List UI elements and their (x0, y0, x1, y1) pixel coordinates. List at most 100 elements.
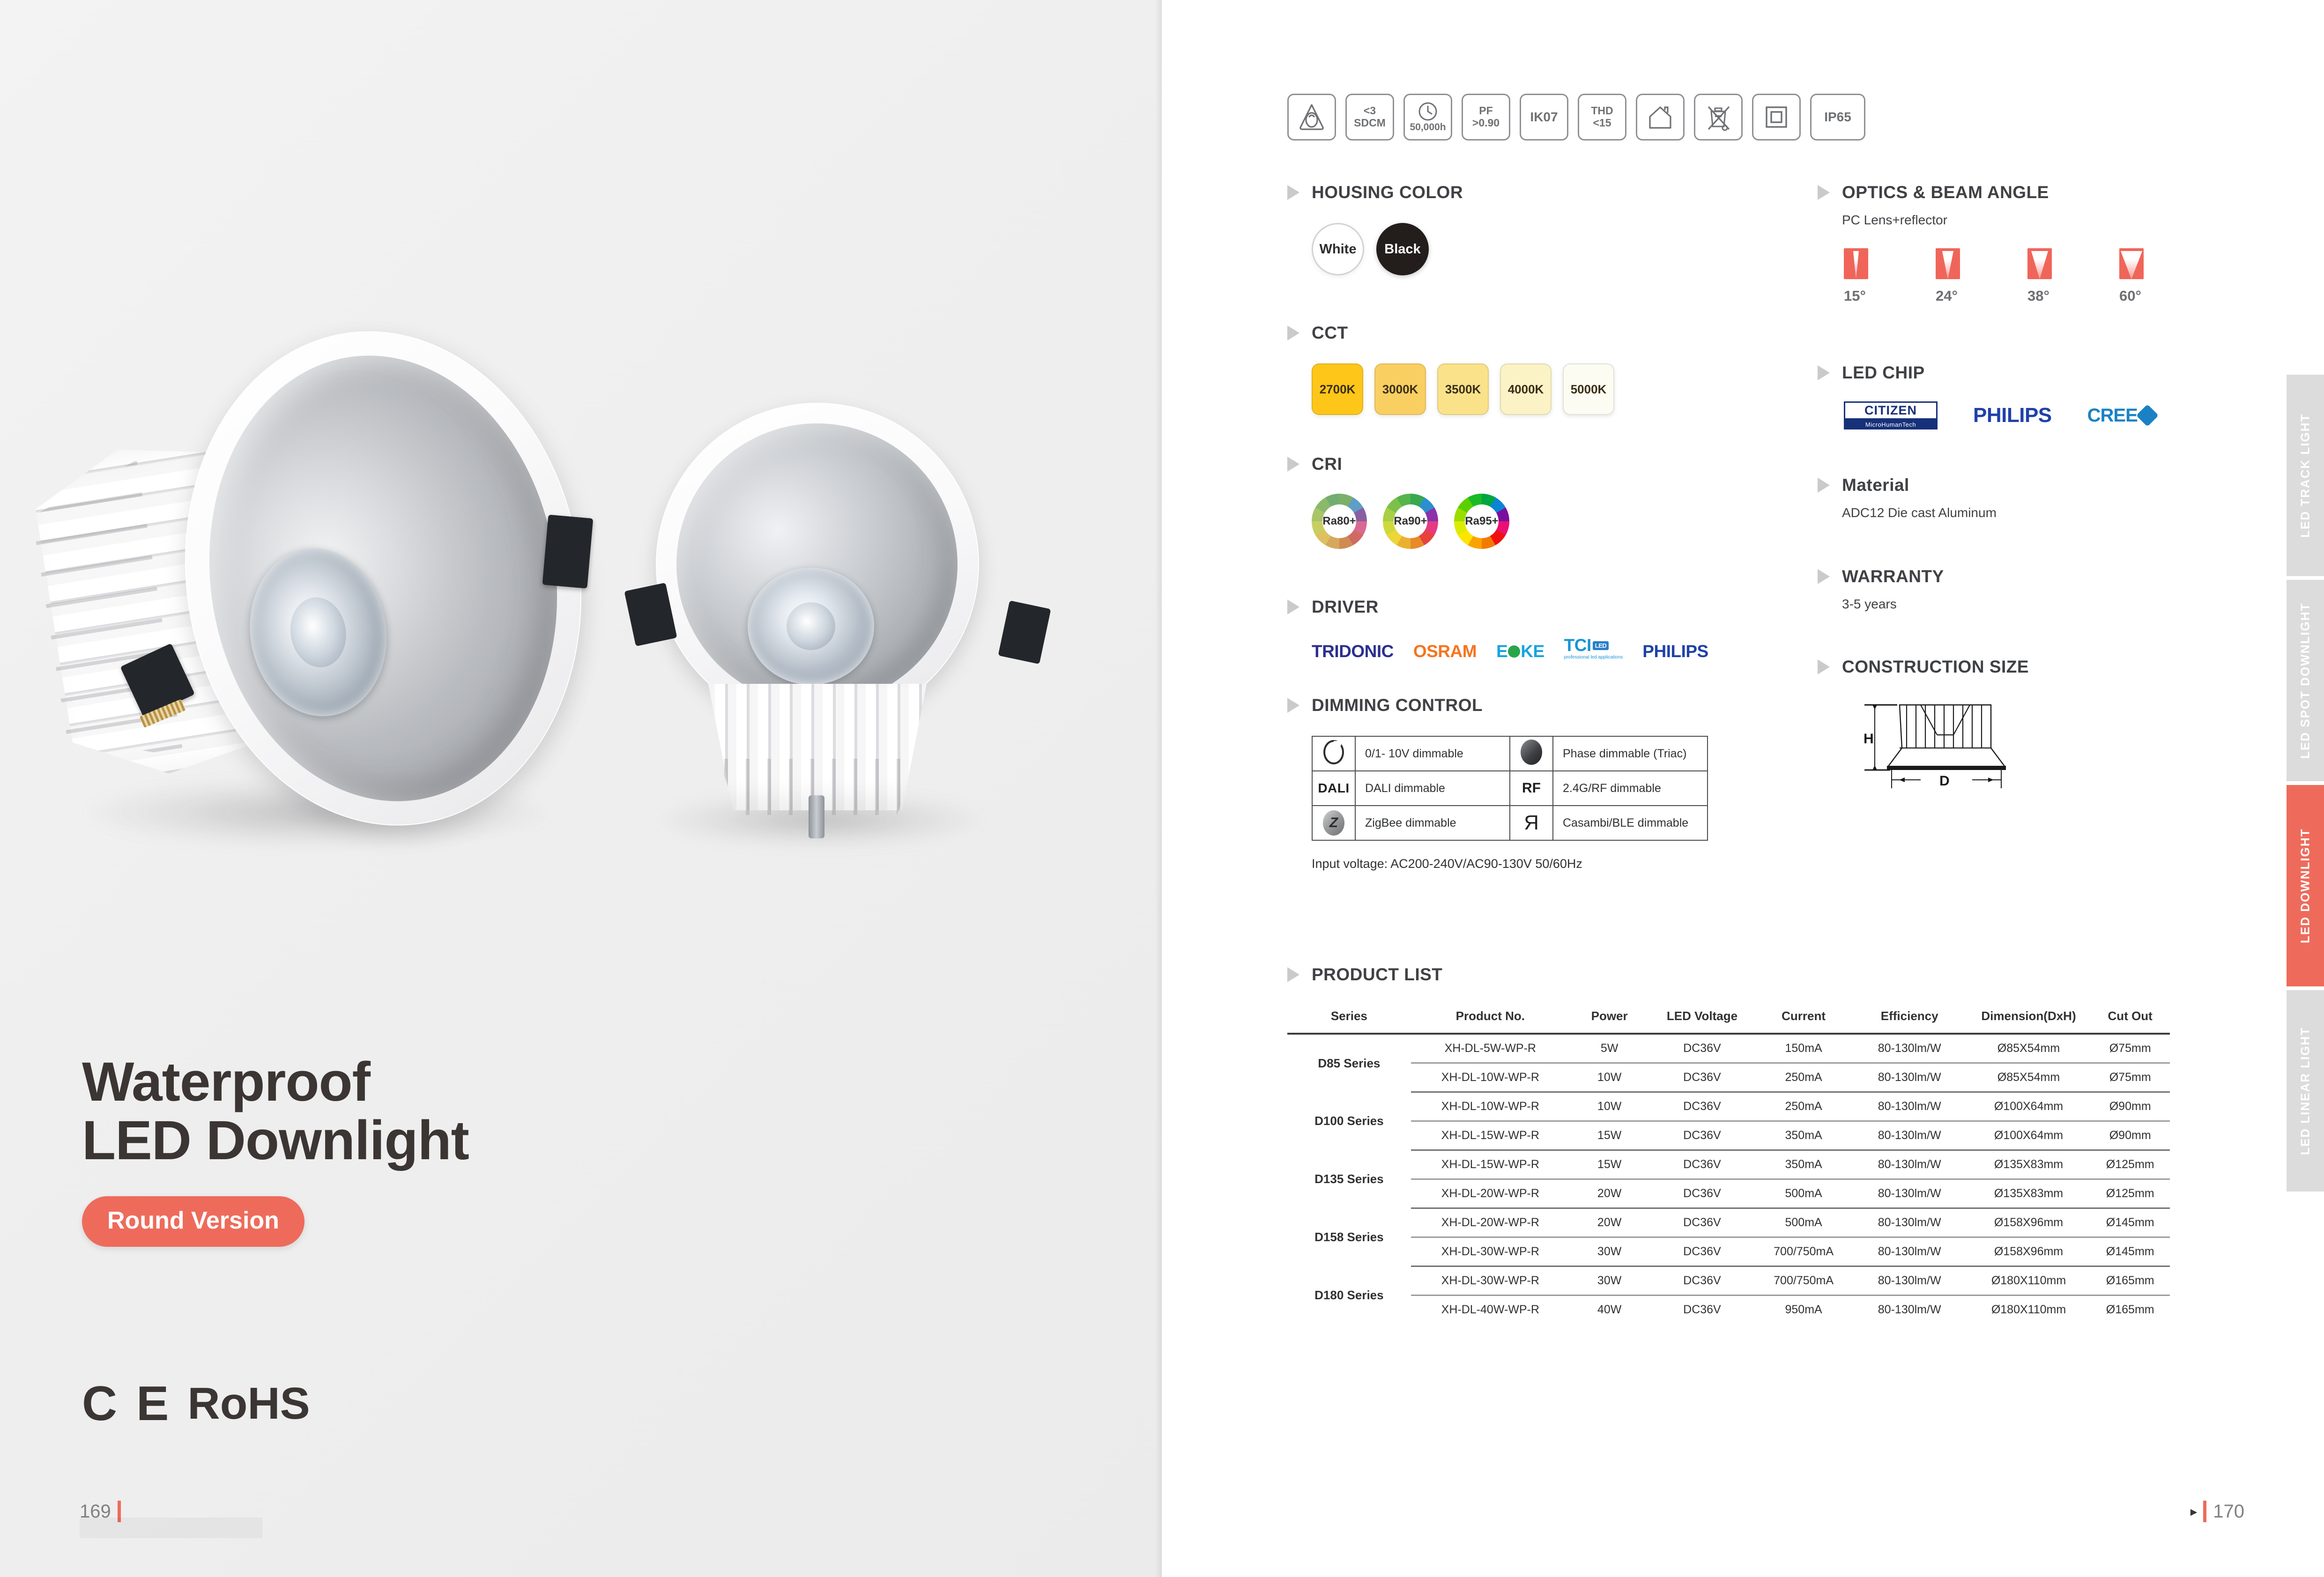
cri-wheel-ra80[interactable]: Ra80+ (1312, 494, 1367, 549)
power-factor-badge: PF >0.90 (1462, 94, 1510, 141)
housing-swatch-black[interactable]: Black (1376, 223, 1429, 275)
cct-swatch-5000k[interactable]: 5000K (1563, 363, 1614, 415)
beam-angle-options: 15° 24° 38° 60° (1844, 248, 2211, 304)
table-cell: Ø165mm (2090, 1266, 2170, 1296)
page-arrow-icon: ▸ (2190, 1504, 2197, 1518)
page-title-line1: Waterproof (82, 1051, 371, 1113)
table-cell: 80-130lm/W (1852, 1121, 1967, 1151)
cct-swatch-2700k[interactable]: 2700K (1312, 363, 1363, 415)
triangle-bullet-icon (1818, 478, 1830, 493)
table-cell: 500mA (1755, 1179, 1852, 1209)
page-heading-block: Waterproof LED Downlight Round Version (82, 1051, 832, 1247)
ingress-protection-badge: IP65 (1810, 94, 1865, 141)
brand-logo-philips: PHILIPS (1973, 404, 2052, 427)
page-number-right: ▸ 170 (2190, 1501, 2244, 1522)
cct-swatch-3500k[interactable]: 3500K (1437, 363, 1489, 415)
table-row: XH-DL-10W-WP-R 10W DC36V 250mA 80-130lm/W Ø85… (1287, 1063, 2170, 1093)
table-cell: Ø145mm (2090, 1237, 2170, 1267)
bluetooth-icon: Я (1509, 805, 1553, 841)
brand-logo-tci: TCI LED professional led applications (1564, 636, 1623, 660)
table-cell: Ø125mm (2090, 1150, 2170, 1180)
table-cell: Ø158X96mm (1967, 1208, 2091, 1238)
triangle-bullet-icon (1287, 185, 1299, 200)
table-cell: Ø158X96mm (1967, 1237, 2091, 1267)
beam-icon (2027, 248, 2052, 279)
series-label: D180 Series (1314, 1288, 1384, 1302)
table-cell: Ø75mm (2090, 1063, 2170, 1093)
cct-swatch-3000k[interactable]: 3000K (1374, 363, 1426, 415)
table-row: XH-DL-20W-WP-R 20W DC36V 500mA 80-130lm/W Ø13… (1287, 1179, 2170, 1209)
series-label: D158 Series (1314, 1229, 1384, 1244)
table-cell: DC36V (1649, 1150, 1755, 1180)
certification-badge-strip: <3 SDCM 50,000h PF >0.90 IK07 THD <15 IP… (1287, 94, 1865, 141)
footer-strip (80, 1518, 262, 1538)
downlight-large (10, 299, 616, 881)
table-cell: DC36V (1649, 1034, 1755, 1064)
section-header: HOUSING COLOR (1287, 183, 1463, 202)
thd-badge: THD <15 (1578, 94, 1626, 141)
dimming-label: Casambi/BLE dimmable (1552, 805, 1708, 841)
flame-retardant-icon (1287, 94, 1336, 141)
page-accent-bar (117, 1501, 121, 1522)
table-cell: 80-130lm/W (1852, 1179, 1967, 1209)
table-cell: XH-DL-20W-WP-R (1411, 1208, 1570, 1238)
table-cell: DC36V (1649, 1179, 1755, 1209)
table-cell: 950mA (1785, 1303, 1822, 1317)
tab-led-downlight[interactable]: LED DOWNLIGHT (2287, 785, 2324, 986)
cob-led-module (748, 568, 874, 685)
beam-angle-24[interactable]: 24° (1936, 248, 2027, 304)
housing-color-options: White Black (1312, 223, 1463, 275)
housing-swatch-white[interactable]: White (1312, 223, 1364, 275)
table-cell: 80-130lm/W (1852, 1237, 1967, 1267)
series-label: D100 Series (1314, 1113, 1384, 1128)
tab-led-track-light[interactable]: LED TRACK LIGHT (2287, 375, 2324, 576)
solid-oval-icon (1509, 736, 1553, 771)
table-cell: DC36V (1649, 1063, 1755, 1093)
version-badge[interactable]: Round Version (82, 1196, 304, 1247)
triangle-bullet-icon (1287, 967, 1299, 982)
tab-led-spot-downlight[interactable]: LED SPOT DOWNLIGHT (2287, 580, 2324, 781)
rf-icon: RF (1509, 770, 1553, 806)
beam-angle-15[interactable]: 15° (1844, 248, 1936, 304)
cct-swatch-4000k[interactable]: 4000K (1500, 363, 1552, 415)
table-cell: XH-DL-10W-WP-R (1411, 1092, 1570, 1122)
table-cell: 80-130lm/W (1852, 1266, 1967, 1296)
table-cell: Ø180X110mm (1991, 1303, 2066, 1317)
cct-options: 2700K 3000K 3500K 4000K 5000K (1312, 363, 1614, 415)
ring-icon (1312, 736, 1356, 771)
table-cell: DC36V (1649, 1121, 1755, 1151)
table-cell: 80-130lm/W (1852, 1034, 1967, 1064)
cri-options: Ra80+ Ra90+ Ra95+ (1312, 494, 1509, 549)
table-cell: 80-130lm/W (1852, 1208, 1967, 1238)
page-accent-bar (2203, 1501, 2207, 1522)
optics-subtitle: PC Lens+reflector (1842, 213, 1947, 227)
table-row: DALI DALI dimmable RF 2.4G/RF dimmable (1312, 770, 1708, 806)
table-cell: 250mA (1755, 1092, 1852, 1122)
brand-logo-osram: OSRAM (1413, 642, 1477, 661)
beam-angle-60[interactable]: 60° (2119, 248, 2211, 304)
triangle-bullet-icon (1818, 365, 1830, 380)
section-header: CRI (1287, 454, 1509, 474)
section-driver: DRIVER TRIDONIC OSRAM E KE TCI LED profess… (1287, 597, 1708, 660)
cri-wheel-ra95[interactable]: Ra95+ (1454, 494, 1509, 549)
tab-led-linear-light[interactable]: LED LINEAR LIGHT (2287, 990, 2324, 1192)
table-cell: 20W (1569, 1179, 1649, 1209)
col-efficiency: Efficiency (1852, 1002, 1967, 1035)
section-header: CCT (1287, 323, 1614, 343)
cree-diamond-icon (2136, 404, 2159, 427)
section-construction-size: CONSTRUCTION SIZE (1818, 657, 2047, 792)
table-cell: 10W (1569, 1092, 1649, 1122)
cri-wheel-ra90[interactable]: Ra90+ (1383, 494, 1438, 549)
table-header-row: Series Product No. Power LED Voltage Cur… (1287, 1002, 2170, 1035)
triangle-bullet-icon (1818, 185, 1830, 200)
table-cell: 5W (1569, 1034, 1649, 1064)
beam-angle-38[interactable]: 38° (2027, 248, 2119, 304)
table-cell: XH-DL-15W-WP-R (1411, 1121, 1570, 1151)
section-header: WARRANTY (1818, 567, 1944, 586)
triangle-bullet-icon (1818, 569, 1830, 584)
heatsink-fins (708, 684, 927, 810)
mounting-stud (809, 795, 824, 838)
table-cell: DC36V (1649, 1092, 1755, 1122)
table-cell: Ø85X54mm (1967, 1034, 2091, 1064)
product-photo (28, 262, 1087, 918)
